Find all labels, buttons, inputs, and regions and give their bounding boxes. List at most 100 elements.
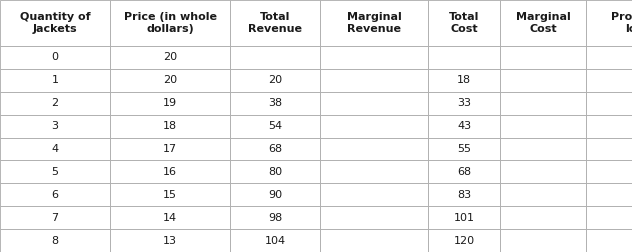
Bar: [428, 138, 500, 161]
Bar: [320, 229, 428, 252]
Text: 20: 20: [163, 75, 177, 85]
Bar: [500, 115, 586, 138]
Bar: [320, 46, 428, 69]
Text: 38: 38: [268, 98, 282, 108]
Bar: [110, 69, 230, 92]
Bar: [110, 183, 230, 206]
Bar: [320, 183, 428, 206]
Bar: [586, 0, 632, 46]
Bar: [320, 69, 428, 92]
Text: 54: 54: [268, 121, 282, 131]
Text: 20: 20: [268, 75, 282, 85]
Bar: [428, 0, 500, 46]
Bar: [586, 46, 632, 69]
Bar: [0, 138, 110, 161]
Bar: [230, 229, 320, 252]
Text: Total
Cost: Total Cost: [449, 12, 479, 35]
Text: 17: 17: [163, 144, 177, 154]
Bar: [0, 92, 110, 115]
Text: 0: 0: [51, 52, 59, 62]
Bar: [428, 92, 500, 115]
Bar: [320, 0, 428, 46]
Text: 1: 1: [51, 75, 59, 85]
Text: 6: 6: [51, 190, 59, 200]
Bar: [230, 183, 320, 206]
Bar: [428, 115, 500, 138]
Bar: [586, 183, 632, 206]
Bar: [110, 46, 230, 69]
Bar: [320, 206, 428, 229]
Bar: [500, 92, 586, 115]
Bar: [320, 161, 428, 183]
Bar: [0, 115, 110, 138]
Bar: [110, 229, 230, 252]
Text: Total
Revenue: Total Revenue: [248, 12, 302, 35]
Text: Profit (or
loss): Profit (or loss): [611, 12, 632, 35]
Bar: [500, 229, 586, 252]
Bar: [500, 0, 586, 46]
Bar: [320, 115, 428, 138]
Text: 43: 43: [457, 121, 471, 131]
Text: 90: 90: [268, 190, 282, 200]
Bar: [500, 46, 586, 69]
Bar: [428, 161, 500, 183]
Bar: [230, 115, 320, 138]
Bar: [428, 206, 500, 229]
Bar: [428, 183, 500, 206]
Bar: [586, 138, 632, 161]
Bar: [0, 229, 110, 252]
Bar: [230, 69, 320, 92]
Bar: [230, 46, 320, 69]
Bar: [500, 183, 586, 206]
Bar: [0, 0, 110, 46]
Bar: [586, 206, 632, 229]
Text: 15: 15: [163, 190, 177, 200]
Text: 4: 4: [51, 144, 59, 154]
Text: 18: 18: [163, 121, 177, 131]
Bar: [428, 69, 500, 92]
Bar: [230, 138, 320, 161]
Bar: [586, 115, 632, 138]
Text: 101: 101: [454, 213, 475, 223]
Bar: [586, 229, 632, 252]
Text: 5: 5: [51, 167, 59, 177]
Text: 98: 98: [268, 213, 282, 223]
Bar: [110, 115, 230, 138]
Bar: [110, 206, 230, 229]
Text: 68: 68: [457, 167, 471, 177]
Bar: [586, 161, 632, 183]
Bar: [0, 206, 110, 229]
Text: 83: 83: [457, 190, 471, 200]
Bar: [110, 0, 230, 46]
Text: 14: 14: [163, 213, 177, 223]
Bar: [0, 69, 110, 92]
Text: 2: 2: [51, 98, 59, 108]
Bar: [110, 138, 230, 161]
Bar: [0, 183, 110, 206]
Bar: [0, 46, 110, 69]
Text: 13: 13: [163, 236, 177, 245]
Text: 8: 8: [51, 236, 59, 245]
Text: 55: 55: [457, 144, 471, 154]
Bar: [500, 206, 586, 229]
Bar: [110, 92, 230, 115]
Text: 80: 80: [268, 167, 282, 177]
Text: 20: 20: [163, 52, 177, 62]
Bar: [110, 161, 230, 183]
Bar: [230, 92, 320, 115]
Text: 7: 7: [51, 213, 59, 223]
Text: 33: 33: [457, 98, 471, 108]
Bar: [428, 229, 500, 252]
Text: Marginal
Cost: Marginal Cost: [516, 12, 570, 35]
Text: 104: 104: [264, 236, 286, 245]
Bar: [230, 206, 320, 229]
Bar: [230, 0, 320, 46]
Bar: [500, 138, 586, 161]
Bar: [320, 138, 428, 161]
Text: Marginal
Revenue: Marginal Revenue: [346, 12, 401, 35]
Bar: [0, 161, 110, 183]
Text: 18: 18: [457, 75, 471, 85]
Text: 19: 19: [163, 98, 177, 108]
Bar: [586, 69, 632, 92]
Text: 3: 3: [51, 121, 59, 131]
